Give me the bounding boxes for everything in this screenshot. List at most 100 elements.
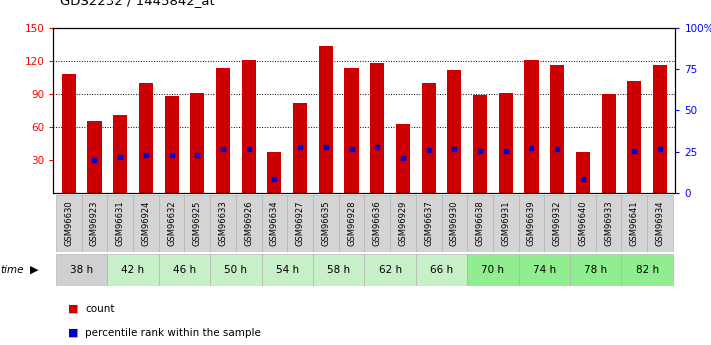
Bar <box>416 254 467 286</box>
Bar <box>370 63 385 193</box>
Bar <box>159 195 184 252</box>
Bar <box>364 195 390 252</box>
Bar <box>133 195 159 252</box>
Text: ▶: ▶ <box>30 265 38 275</box>
Bar <box>621 195 647 252</box>
Text: 50 h: 50 h <box>225 265 247 275</box>
Bar <box>338 195 364 252</box>
Text: GSM96630: GSM96630 <box>64 200 73 246</box>
Text: GSM96634: GSM96634 <box>270 200 279 246</box>
Bar <box>364 254 416 286</box>
Bar <box>107 254 159 286</box>
Bar <box>550 65 565 193</box>
Text: GSM96636: GSM96636 <box>373 200 382 246</box>
Text: GSM96640: GSM96640 <box>579 201 587 246</box>
Bar <box>293 103 307 193</box>
Bar <box>647 195 673 252</box>
Bar <box>287 195 313 252</box>
Bar <box>262 254 313 286</box>
Bar <box>621 254 673 286</box>
Bar <box>545 195 570 252</box>
Bar <box>267 152 282 193</box>
Text: 66 h: 66 h <box>430 265 453 275</box>
Bar <box>518 254 570 286</box>
Bar <box>422 83 436 193</box>
Bar <box>570 254 621 286</box>
Bar <box>216 68 230 193</box>
Text: time: time <box>1 265 24 275</box>
Text: 78 h: 78 h <box>584 265 607 275</box>
Bar <box>164 96 178 193</box>
Text: 54 h: 54 h <box>276 265 299 275</box>
Text: GSM96932: GSM96932 <box>552 201 562 246</box>
Bar <box>493 195 518 252</box>
Text: count: count <box>85 304 114 314</box>
Bar <box>159 254 210 286</box>
Bar <box>82 195 107 252</box>
Bar <box>62 74 76 193</box>
Bar <box>467 195 493 252</box>
Bar <box>518 195 545 252</box>
Text: GSM96641: GSM96641 <box>630 201 638 246</box>
Text: GSM96639: GSM96639 <box>527 200 536 246</box>
Text: 62 h: 62 h <box>378 265 402 275</box>
Text: percentile rank within the sample: percentile rank within the sample <box>85 328 261 338</box>
Bar <box>210 195 236 252</box>
Bar <box>467 254 518 286</box>
Bar <box>56 195 82 252</box>
Bar <box>242 60 256 193</box>
Bar <box>139 83 153 193</box>
Bar <box>236 195 262 252</box>
Bar <box>313 195 338 252</box>
Text: 38 h: 38 h <box>70 265 93 275</box>
Text: GSM96638: GSM96638 <box>476 200 485 246</box>
Bar <box>313 254 364 286</box>
Bar <box>56 254 107 286</box>
Bar <box>191 93 204 193</box>
Text: GSM96923: GSM96923 <box>90 201 99 246</box>
Text: GSM96633: GSM96633 <box>218 200 228 246</box>
Text: GSM96631: GSM96631 <box>116 200 124 246</box>
Text: GSM96924: GSM96924 <box>141 201 150 246</box>
Bar <box>576 152 590 193</box>
Bar <box>570 195 596 252</box>
Text: GSM96929: GSM96929 <box>398 201 407 246</box>
Bar <box>653 65 667 193</box>
Text: GSM96927: GSM96927 <box>296 201 304 246</box>
Bar <box>627 81 641 193</box>
Bar <box>498 93 513 193</box>
Text: GSM96632: GSM96632 <box>167 200 176 246</box>
Text: GDS2232 / 1445842_at: GDS2232 / 1445842_at <box>60 0 215 7</box>
Bar <box>447 70 461 193</box>
Bar <box>390 195 416 252</box>
Bar <box>210 254 262 286</box>
Bar <box>396 124 410 193</box>
Text: 46 h: 46 h <box>173 265 196 275</box>
Bar <box>319 46 333 193</box>
Text: 70 h: 70 h <box>481 265 504 275</box>
Bar <box>602 94 616 193</box>
Text: GSM96931: GSM96931 <box>501 201 510 246</box>
Bar <box>184 195 210 252</box>
Text: GSM96928: GSM96928 <box>347 201 356 246</box>
Bar <box>107 195 133 252</box>
Text: ■: ■ <box>68 328 78 338</box>
Text: GSM96925: GSM96925 <box>193 201 202 246</box>
Text: GSM96637: GSM96637 <box>424 200 433 246</box>
Text: 58 h: 58 h <box>327 265 351 275</box>
Text: ■: ■ <box>68 304 78 314</box>
Text: GSM96926: GSM96926 <box>244 201 253 246</box>
Bar <box>87 121 102 193</box>
Bar <box>473 95 487 193</box>
Text: 74 h: 74 h <box>533 265 556 275</box>
Text: 82 h: 82 h <box>636 265 658 275</box>
Text: GSM96635: GSM96635 <box>321 200 331 246</box>
Bar <box>416 195 442 252</box>
Text: GSM96934: GSM96934 <box>656 201 665 246</box>
Text: GSM96933: GSM96933 <box>604 200 613 246</box>
Bar <box>596 195 621 252</box>
Text: 42 h: 42 h <box>122 265 144 275</box>
Bar <box>262 195 287 252</box>
Bar <box>344 68 358 193</box>
Bar <box>525 60 538 193</box>
